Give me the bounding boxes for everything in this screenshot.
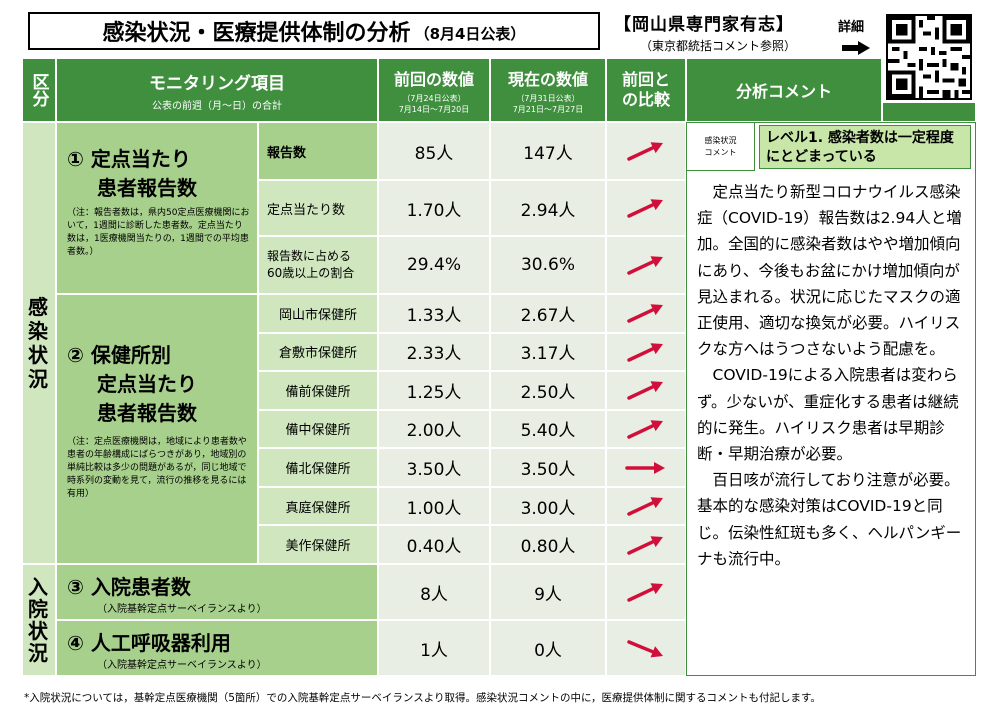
publish-date: （8月4日公表） — [414, 24, 526, 43]
section-infection: 感 染 状 況 — [22, 122, 56, 564]
health-center-label: 備北保健所 — [258, 448, 378, 487]
section-hospital-label: 入 院 状 況 — [28, 575, 50, 665]
qr-code-icon[interactable] — [886, 14, 972, 100]
health-center-prev: 2.33人 — [378, 332, 490, 372]
trend-arrow-icon — [627, 420, 663, 439]
title-box: 感染状況・医療提供体制の分析 （8月4日公表） — [28, 12, 600, 50]
footer-note: *入院状況については，基幹定点医療機関（5箇所）での入院基幹定点サーベイランスよ… — [24, 692, 821, 704]
health-center-prev: 1.00人 — [378, 486, 490, 526]
detail-label: 詳細 — [838, 20, 865, 35]
right-arrow-icon — [842, 40, 870, 59]
item3-title: ③ 入院患者数 — [67, 575, 191, 599]
health-center-prev: 1.33人 — [378, 294, 490, 333]
health-center-label: 備中保健所 — [258, 409, 378, 449]
row-elderly-ratio-curr: 30.6% — [490, 236, 606, 294]
row-elderly-ratio-prev: 29.4% — [378, 236, 490, 294]
item3-block: ③ 入院患者数 （入院基幹定点サーベイランスより） — [56, 564, 378, 620]
row-report-count-label: 報告数 — [258, 122, 378, 180]
health-center-curr: 0.80人 — [490, 525, 606, 564]
health-center-prev: 1.25人 — [378, 371, 490, 410]
health-center-trend — [606, 332, 686, 372]
header-category: 区分 — [22, 58, 56, 122]
item1-title: ① 定点当たり — [67, 147, 191, 171]
health-center-label: 備前保健所 — [258, 371, 378, 410]
trend-arrow-icon — [625, 461, 665, 474]
header-monitoring: モニタリング項目 公表の前週（月～日）の合計 — [56, 58, 378, 122]
org-subtitle: （東京都統括コメント参照） — [640, 39, 797, 53]
row-report-count-curr: 147人 — [490, 122, 606, 180]
item4-trend — [606, 620, 686, 676]
header-comment-ext — [882, 102, 976, 122]
trend-arrow-icon — [627, 199, 663, 218]
row-elderly-ratio-label: 報告数に占める 60歳以上の割合 — [258, 236, 378, 294]
row-per-point-label: 定点当たり数 — [258, 180, 378, 236]
header-current: 現在の数値 （7月31日公表） 7月21日～7月27日 — [490, 58, 606, 122]
health-center-trend — [606, 448, 686, 487]
item3-note: （入院基幹定点サーベイランスより） — [97, 604, 267, 615]
row-per-point-trend — [606, 180, 686, 236]
item4-title: ④ 人工呼吸器利用 — [67, 631, 231, 655]
item3-curr: 9人 — [490, 564, 606, 620]
health-center-prev: 2.00人 — [378, 409, 490, 449]
health-center-curr: 2.50人 — [490, 371, 606, 410]
item2-title3: 患者報告数 — [97, 401, 197, 425]
item1-block: ① 定点当たり 患者報告数 （注：報告者数は，県内50定点医療機関において，1週… — [56, 122, 258, 294]
item4-block: ④ 人工呼吸器利用 （入院基幹定点サーベイランスより） — [56, 620, 378, 676]
trend-arrow-icon — [627, 304, 663, 324]
section-hospital: 入 院 状 況 — [22, 564, 56, 676]
trend-arrow-icon — [627, 583, 663, 602]
health-center-curr: 5.40人 — [490, 409, 606, 449]
health-center-trend — [606, 525, 686, 564]
trend-arrow-icon — [627, 497, 663, 516]
health-center-prev: 0.40人 — [378, 525, 490, 564]
health-center-trend — [606, 409, 686, 449]
health-center-trend — [606, 294, 686, 333]
item2-title2: 定点当たり — [97, 372, 197, 396]
trend-arrow-icon — [627, 640, 663, 658]
trend-arrow-icon — [627, 535, 663, 555]
comment-level-text: レベル1. 感染者数は一定程度にとどまっている — [759, 125, 971, 169]
health-center-label: 真庭保健所 — [258, 486, 378, 526]
comment-body: 定点当たり新型コロナウイルス感染症（COVID-19）報告数は2.94人と増加。… — [697, 183, 962, 568]
health-center-label: 美作保健所 — [258, 525, 378, 564]
health-center-curr: 3.17人 — [490, 332, 606, 372]
comment-panel: 感染状況 コメント レベル1. 感染者数は一定程度にとどまっている 定点当たり新… — [686, 122, 976, 676]
row-report-count-trend — [606, 122, 686, 180]
item3-trend — [606, 564, 686, 620]
item2-note: （注：定点医療機関は，地域により患者数や患者の年齢構成にばらつきがあり，地域別の… — [67, 437, 247, 499]
item2-block: ② 保健所別 定点当たり 患者報告数 （注：定点医療機関は，地域により患者数や患… — [56, 294, 258, 564]
item1-note: （注：報告者数は，県内50定点医療機関において，1週間に診断した患者数。定点当た… — [67, 208, 250, 257]
item1-title2: 患者報告数 — [97, 176, 197, 200]
comment-level-label: 感染状況 コメント — [687, 123, 755, 171]
header-previous: 前回の数値 （7月24日公表） 7月14日～7月20日 — [378, 58, 490, 122]
analysis-table: 区分 モニタリング項目 公表の前週（月～日）の合計 前回の数値 （7月24日公表… — [22, 58, 976, 676]
health-center-label: 倉敷市保健所 — [258, 332, 378, 372]
header-comment: 分析コメント — [686, 58, 882, 122]
section-infection-label: 感 染 状 況 — [28, 295, 50, 391]
row-report-count-prev: 85人 — [378, 122, 490, 180]
trend-arrow-icon — [627, 142, 663, 161]
org-name: 【岡山県専門家有志】 — [614, 15, 794, 35]
row-per-point-prev: 1.70人 — [378, 180, 490, 236]
header-compare: 前回と の比較 — [606, 58, 686, 122]
health-center-trend — [606, 486, 686, 526]
health-center-curr: 3.50人 — [490, 448, 606, 487]
item2-title: ② 保健所別 — [67, 343, 171, 367]
trend-arrow-icon — [627, 256, 663, 275]
trend-arrow-icon — [627, 343, 663, 362]
health-center-curr: 3.00人 — [490, 486, 606, 526]
item3-prev: 8人 — [378, 564, 490, 620]
item4-note: （入院基幹定点サーベイランスより） — [97, 660, 267, 671]
page-title: 感染状況・医療提供体制の分析 — [102, 21, 411, 46]
health-center-trend — [606, 371, 686, 410]
health-center-label: 岡山市保健所 — [258, 294, 378, 333]
trend-arrow-icon — [627, 381, 663, 401]
item4-curr: 0人 — [490, 620, 606, 676]
item4-prev: 1人 — [378, 620, 490, 676]
health-center-prev: 3.50人 — [378, 448, 490, 487]
health-center-curr: 2.67人 — [490, 294, 606, 333]
row-per-point-curr: 2.94人 — [490, 180, 606, 236]
row-elderly-ratio-trend — [606, 236, 686, 294]
